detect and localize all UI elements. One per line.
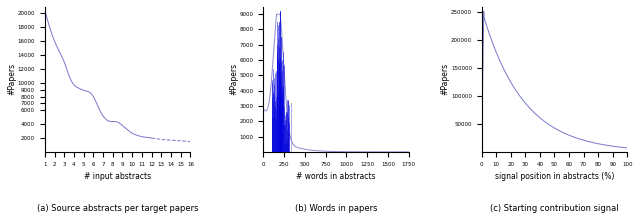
Text: (a) Source abstracts per target papers: (a) Source abstracts per target papers <box>37 204 198 213</box>
Text: (b) Words in papers: (b) Words in papers <box>295 204 377 213</box>
X-axis label: # words in abstracts: # words in abstracts <box>296 172 376 181</box>
Y-axis label: #Papers: #Papers <box>440 63 449 95</box>
Y-axis label: #Papers: #Papers <box>229 63 238 95</box>
X-axis label: # input abstracts: # input abstracts <box>84 172 151 181</box>
Y-axis label: #Papers: #Papers <box>7 63 16 95</box>
X-axis label: signal position in abstracts (%): signal position in abstracts (%) <box>495 172 614 181</box>
Text: (c) Starting contribution signal: (c) Starting contribution signal <box>490 204 619 213</box>
